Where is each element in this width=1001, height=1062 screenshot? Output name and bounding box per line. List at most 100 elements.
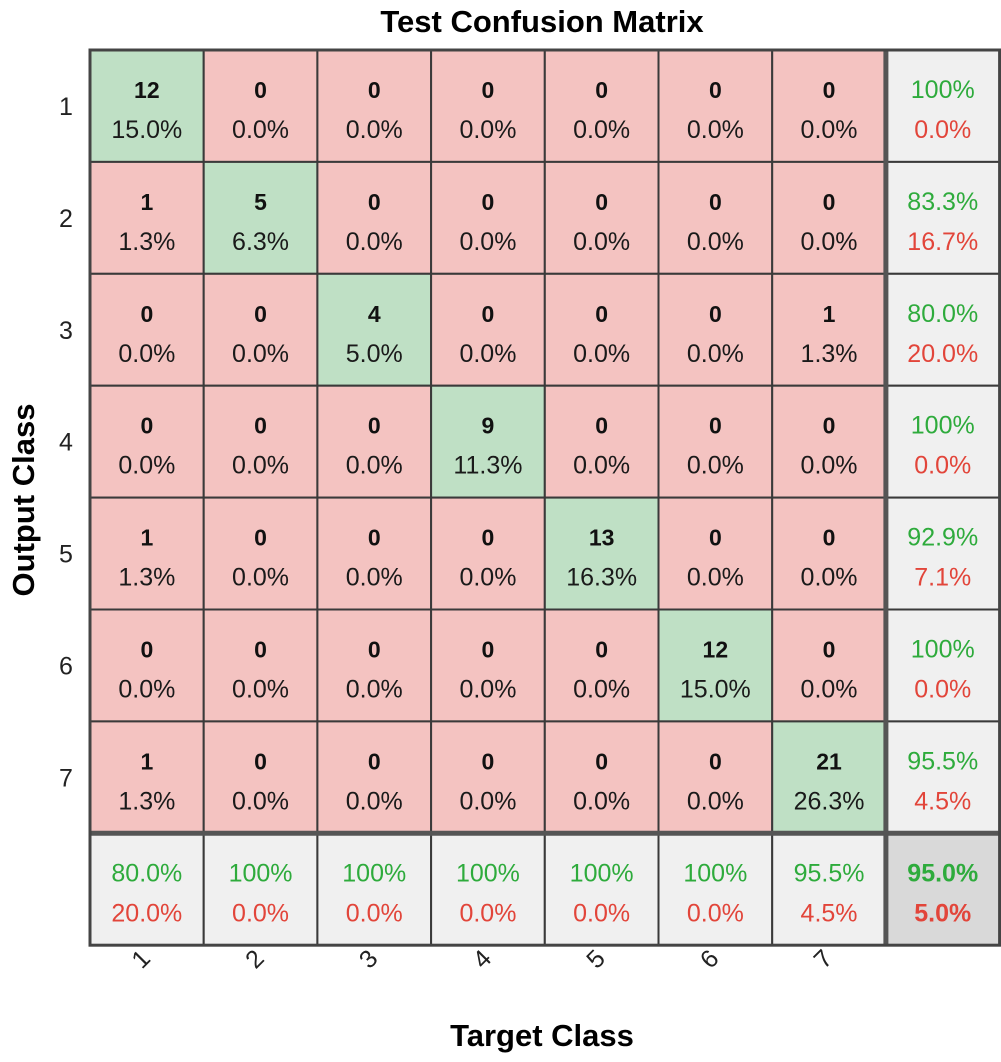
summary-correct-percent: 95.5% bbox=[794, 859, 865, 887]
cell-background bbox=[657, 49, 774, 163]
cell-count: 0 bbox=[482, 77, 495, 103]
matrix-cell: 0 0.0% bbox=[430, 608, 546, 723]
matrix-cell: 5 6.3% bbox=[202, 160, 319, 275]
cell-percent: 0.0% bbox=[346, 452, 403, 480]
cell-background bbox=[884, 832, 1001, 947]
cell-background bbox=[316, 608, 433, 723]
matrix-cell: 4 5.0% bbox=[316, 272, 433, 387]
cell-percent: 0.0% bbox=[573, 340, 630, 368]
matrix-cell: 0 0.0% bbox=[202, 272, 319, 387]
cell-count: 0 bbox=[368, 525, 381, 551]
cell-background bbox=[657, 272, 774, 387]
cell-count: 0 bbox=[368, 413, 381, 439]
matrix-cell: 0 0.0% bbox=[89, 384, 205, 499]
cell-percent: 0.0% bbox=[232, 340, 289, 368]
row-tick-label: 6 bbox=[59, 652, 73, 680]
cell-count: 0 bbox=[254, 413, 267, 439]
cell-background bbox=[543, 720, 660, 835]
cell-background bbox=[543, 49, 660, 163]
cell-background bbox=[316, 384, 433, 499]
cell-background bbox=[543, 384, 660, 499]
cell-background bbox=[430, 720, 546, 835]
cell-percent: 0.0% bbox=[118, 452, 175, 480]
cell-count: 0 bbox=[254, 301, 267, 327]
cell-count: 0 bbox=[482, 748, 495, 774]
matrix-cell: 100% 0.0% bbox=[657, 832, 774, 947]
cell-count: 0 bbox=[482, 301, 495, 327]
summary-error-percent: 4.5% bbox=[801, 899, 858, 927]
cell-count: 0 bbox=[140, 413, 153, 439]
cell-background bbox=[884, 496, 1001, 611]
cell-count: 9 bbox=[482, 413, 495, 439]
cell-percent: 1.3% bbox=[118, 228, 175, 256]
matrix-cell: 0 0.0% bbox=[316, 496, 433, 611]
cell-background bbox=[884, 384, 1001, 499]
matrix-cell: 92.9% 7.1% bbox=[884, 496, 1001, 611]
cell-background bbox=[430, 608, 546, 723]
cell-count: 0 bbox=[254, 525, 267, 551]
cell-count: 0 bbox=[254, 748, 267, 774]
summary-error-percent: 7.1% bbox=[914, 564, 971, 592]
summary-error-percent: 16.7% bbox=[907, 228, 978, 256]
matrix-cell: 0 0.0% bbox=[316, 384, 433, 499]
matrix-cell: 1 1.3% bbox=[89, 160, 205, 275]
cell-background bbox=[202, 272, 319, 387]
summary-error-percent: 5.0% bbox=[914, 899, 971, 927]
matrix-cell: 95.5% 4.5% bbox=[884, 720, 1001, 835]
cell-background bbox=[771, 608, 887, 723]
matrix-cell: 0 0.0% bbox=[771, 49, 887, 163]
summary-error-percent: 0.0% bbox=[232, 899, 289, 927]
cell-count: 5 bbox=[254, 189, 267, 215]
cell-percent: 0.0% bbox=[459, 564, 516, 592]
summary-correct-percent: 83.3% bbox=[907, 188, 978, 216]
cell-background bbox=[89, 384, 205, 499]
cell-count: 0 bbox=[482, 525, 495, 551]
cell-percent: 0.0% bbox=[232, 564, 289, 592]
matrix-cell: 1 1.3% bbox=[771, 272, 887, 387]
row-tick-label: 4 bbox=[59, 429, 73, 457]
cell-percent: 0.0% bbox=[687, 564, 744, 592]
cell-background bbox=[316, 720, 433, 835]
cell-percent: 0.0% bbox=[459, 228, 516, 256]
matrix-cell: 0 0.0% bbox=[89, 608, 205, 723]
cell-count: 1 bbox=[140, 189, 153, 215]
cell-count: 0 bbox=[595, 413, 608, 439]
cell-background bbox=[771, 272, 887, 387]
y-axis-label: Output Class bbox=[6, 404, 41, 597]
summary-correct-percent: 95.5% bbox=[907, 747, 978, 775]
summary-error-percent: 0.0% bbox=[459, 899, 516, 927]
summary-correct-percent: 80.0% bbox=[111, 859, 182, 887]
matrix-cell: 100% 0.0% bbox=[543, 832, 660, 947]
matrix-cell: 0 0.0% bbox=[430, 160, 546, 275]
matrix-cell: 0 0.0% bbox=[202, 608, 319, 723]
cell-count: 12 bbox=[703, 637, 729, 663]
cell-percent: 0.0% bbox=[346, 564, 403, 592]
cell-count: 0 bbox=[368, 748, 381, 774]
cell-background bbox=[771, 496, 887, 611]
row-tick-label: 7 bbox=[59, 764, 73, 792]
cell-count: 0 bbox=[254, 77, 267, 103]
summary-correct-percent: 80.0% bbox=[907, 300, 978, 328]
matrix-cell: 83.3% 16.7% bbox=[884, 160, 1001, 275]
row-tick-label: 1 bbox=[59, 93, 73, 121]
matrix-cell: 0 0.0% bbox=[430, 272, 546, 387]
column-tick-labels: 1 2 3 4 5 6 7 bbox=[126, 944, 838, 974]
cell-percent: 26.3% bbox=[794, 787, 865, 815]
cell-background bbox=[543, 832, 660, 947]
cell-count: 0 bbox=[823, 413, 836, 439]
cell-count: 0 bbox=[709, 77, 722, 103]
cell-background bbox=[771, 49, 887, 163]
cell-percent: 0.0% bbox=[232, 787, 289, 815]
cell-count: 0 bbox=[709, 301, 722, 327]
cell-background bbox=[316, 832, 433, 947]
matrix-cell: 0 0.0% bbox=[316, 160, 433, 275]
cell-count: 0 bbox=[254, 637, 267, 663]
chart-title: Test Confusion Matrix bbox=[380, 4, 704, 39]
cell-percent: 1.3% bbox=[118, 787, 175, 815]
matrix-cell: 80.0% 20.0% bbox=[884, 272, 1001, 387]
cell-background bbox=[89, 832, 205, 947]
cell-percent: 11.3% bbox=[453, 452, 522, 480]
cell-percent: 6.3% bbox=[232, 228, 289, 256]
matrix-cell: 0 0.0% bbox=[316, 608, 433, 723]
cell-percent: 0.0% bbox=[801, 116, 858, 144]
